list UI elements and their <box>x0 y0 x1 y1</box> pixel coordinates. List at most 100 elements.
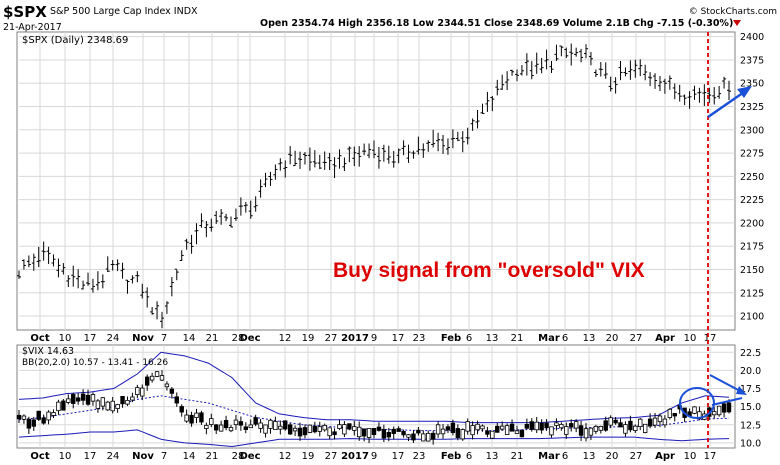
x-tick-label: 2017 <box>341 333 369 344</box>
vix-candle <box>332 431 337 436</box>
vix-candle <box>51 412 56 416</box>
vix-candle <box>396 428 401 432</box>
ticker-symbol: $SPX <box>3 3 47 21</box>
vix-candle <box>85 394 91 405</box>
x-tick-label: Feb <box>441 451 461 462</box>
y-tick-label: 22.5 <box>740 348 761 359</box>
vix-candle <box>716 405 722 416</box>
vix-candle <box>228 427 234 432</box>
y-tick-label: 2275 <box>740 149 764 160</box>
y-tick-label: 2250 <box>740 172 764 183</box>
x-tick-label: 21 <box>511 333 524 344</box>
vix-candle <box>430 432 436 440</box>
stockcharts-watermark: © StockCharts.com <box>689 7 777 17</box>
vix-candle <box>209 418 214 425</box>
vix-candle <box>317 426 322 432</box>
vix-candle <box>144 376 150 386</box>
vix-candle <box>297 427 303 437</box>
vix-candle <box>578 425 584 436</box>
x-tick-label: 28 <box>232 451 245 462</box>
vix-candle <box>529 421 534 430</box>
x-tick-label: 9 <box>371 333 377 344</box>
x-tick-label: 21 <box>206 333 219 344</box>
y-tick-label: 2200 <box>740 218 764 229</box>
x-tick-label: Dec <box>239 333 260 344</box>
x-tick-label: 10 <box>684 451 697 462</box>
index-name: S&P 500 Large Cap Index INDX <box>50 6 198 17</box>
vix-candle <box>583 428 589 439</box>
vix-candle <box>263 424 268 434</box>
vix-candle <box>564 426 569 435</box>
vix-candle <box>480 425 485 430</box>
x-tick-label: 12 <box>279 451 292 462</box>
vix-candle <box>337 424 342 429</box>
bollinger-legend: BB(20,2.0) 10.57 - 13.41 - 16.26 <box>22 358 168 368</box>
vix-candle <box>662 418 668 426</box>
vix-candle <box>603 420 608 431</box>
vix-candle <box>36 410 41 420</box>
y-tick-label: 2350 <box>740 79 764 90</box>
vix-candle <box>534 421 539 431</box>
vix-candle <box>514 430 520 434</box>
vix-candle <box>450 422 456 434</box>
vix-candle <box>504 425 510 436</box>
vix-candle <box>460 429 465 440</box>
vix-candle <box>573 421 579 429</box>
vix-candle <box>204 424 209 429</box>
vix-candle <box>105 401 110 411</box>
vix-candle <box>233 419 239 426</box>
vix-candle <box>554 422 559 426</box>
vix-candle <box>149 375 155 381</box>
vix-candle <box>524 423 530 429</box>
x-tick-label: 13 <box>486 333 499 344</box>
vix-candle <box>253 417 258 425</box>
vix-candle <box>110 400 115 412</box>
arrow-head-icon <box>736 386 747 395</box>
y-tick-label: 2375 <box>740 55 764 66</box>
x-tick-label: 17 <box>704 451 717 462</box>
vix-candle <box>174 396 179 404</box>
x-tick-label: 6 <box>466 451 472 462</box>
y-tick-label: 15.0 <box>740 402 761 413</box>
vix-candle <box>539 422 544 431</box>
x-tick-label: 6 <box>562 333 568 344</box>
x-tick-label: Mar <box>538 451 560 462</box>
x-tick-label: Oct <box>30 333 49 344</box>
x-tick-label: 17 <box>704 333 717 344</box>
vix-candle <box>672 413 677 417</box>
vix-candle <box>164 383 170 388</box>
vix-candle <box>223 420 229 429</box>
vix-candle <box>199 412 204 423</box>
y-tick-label: 2150 <box>740 265 764 276</box>
vix-candle <box>366 428 372 438</box>
vix-candle <box>169 388 175 394</box>
y-tick-label: 2325 <box>740 102 764 113</box>
vix-candle <box>130 396 135 401</box>
y-tick-label: 2400 <box>740 32 764 43</box>
vix-candle <box>623 424 628 434</box>
x-tick-label: 19 <box>302 451 315 462</box>
vix-candle <box>287 424 293 435</box>
vix-spike-circle <box>679 387 715 419</box>
y-tick-label: 2175 <box>740 242 764 253</box>
vix-down-arrow <box>709 374 743 393</box>
vix-candle <box>421 433 426 442</box>
vix-candle <box>327 427 332 437</box>
vix-candle <box>401 430 406 436</box>
down-arrow-icon <box>733 20 741 26</box>
x-tick-label: 17 <box>392 451 405 462</box>
x-tick-label: 23 <box>413 451 426 462</box>
vix-candle <box>411 433 416 441</box>
y-tick-label: 2125 <box>740 288 764 299</box>
vix-candle <box>435 424 441 435</box>
x-tick-label: 13 <box>583 451 596 462</box>
vix-candle <box>613 419 618 424</box>
vix-candle <box>238 421 244 426</box>
vix-candle <box>499 425 505 430</box>
vix-candle <box>218 424 224 432</box>
ohlc-readout: Open 2354.74 High 2356.18 Low 2344.51 Cl… <box>260 18 733 29</box>
vix-candle <box>189 414 194 424</box>
x-tick-label: 19 <box>302 333 315 344</box>
x-tick-label: 27 <box>325 451 338 462</box>
